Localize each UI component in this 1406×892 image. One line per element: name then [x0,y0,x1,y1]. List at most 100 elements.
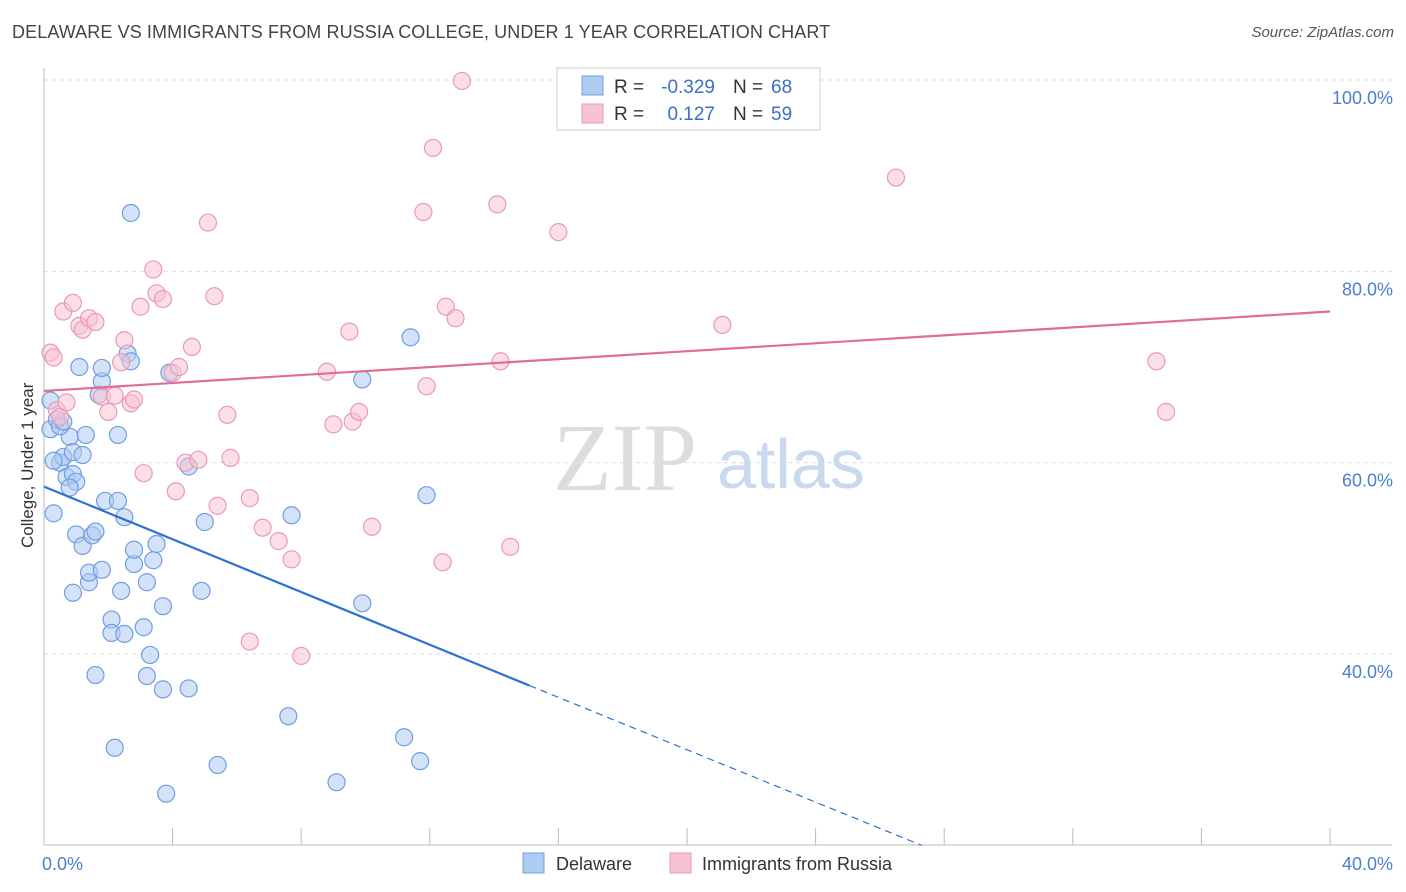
delaware-point [394,728,414,747]
delaware-points [41,203,436,803]
delaware-point [44,451,63,470]
russia-point [208,496,227,515]
bottom-legend: Delaware Immigrants from Russia [522,852,893,874]
delaware-point [353,370,372,389]
russia-point [349,402,369,422]
russia-point [269,532,288,551]
watermark-zip: ZIP [553,404,697,511]
delaware-point [192,581,211,600]
delaware-point [137,666,156,686]
russia-point [63,293,83,313]
delaware-point [121,203,140,223]
legend-r-label-delaware: R = [614,77,644,98]
russia-point [253,518,272,537]
russia-point [44,348,63,367]
y-tick-label: 40.0% [1342,662,1393,682]
bottom-legend-swatch-delaware [522,852,545,874]
tick-labels: 100.0% 80.0% 60.0% 40.0% 0.0% 40.0% [42,88,1393,874]
russia-point [433,553,452,572]
delaware-point [76,425,95,445]
russia-point [713,315,732,335]
delaware-point [153,680,173,699]
delaware-point [134,618,153,637]
russia-points [41,71,1176,666]
russia-point [423,138,443,158]
russia-point [134,464,153,483]
delaware-point [353,594,372,613]
russia-point [182,337,201,357]
delaware-trend-line [43,485,530,687]
delaware-point [105,738,124,757]
x-tick-label: 40.0% [1342,854,1393,874]
delaware-trend-extension [529,685,922,846]
russia-point [414,202,433,222]
legend-r-value-russia: 0.127 [667,104,715,125]
legend-r-label-russia: R = [614,104,644,125]
legend-r-value-delaware: -0.329 [661,77,715,98]
russia-point [218,405,237,424]
russia-point [115,331,134,350]
delaware-point [144,551,163,570]
y-axis-label: College, Under 1 year [18,382,37,548]
russia-point [886,168,906,187]
russia-point [105,386,124,405]
delaware-point [63,583,83,602]
delaware-point [140,645,160,665]
delaware-point [92,358,111,378]
russia-point [549,223,568,242]
watermark: ZIP atlas [553,404,865,511]
delaware-point [179,679,198,698]
delaware-point [112,581,131,600]
russia-point [99,402,118,422]
russia-trend-line [43,310,1331,393]
russia-point [1147,352,1166,371]
x-tick-label: 0.0% [42,854,83,874]
legend-n-value-russia: 59 [771,104,792,125]
russia-point [362,517,382,536]
delaware-point [124,540,144,559]
trend-lines [43,310,1331,846]
russia-point [240,632,259,651]
delaware-point [195,512,214,532]
delaware-point [153,597,173,616]
russia-point [1156,402,1176,422]
russia-point [205,287,224,306]
russia-point [221,448,240,467]
delaware-point [208,755,227,775]
russia-point [240,488,259,508]
russia-point [144,260,163,279]
delaware-point [70,357,89,377]
delaware-point [86,665,105,685]
bottom-legend-russia: Immigrants from Russia [702,854,893,874]
russia-point [446,309,465,328]
watermark-atlas: atlas [717,425,865,503]
delaware-point [86,522,105,541]
russia-point [317,362,337,381]
legend-box: R = -0.329 N = 68 R = 0.127 N = 59 [556,67,821,131]
legend-n-value-delaware: 68 [771,77,792,98]
russia-point [501,537,520,556]
delaware-point [417,486,436,505]
delaware-point [108,491,128,511]
russia-point [169,357,189,377]
russia-point [452,71,472,91]
delaware-point [401,328,420,347]
gridlines [44,79,1392,655]
delaware-point [92,560,111,579]
russia-point [189,450,208,469]
russia-point [153,289,173,309]
axes [43,68,1392,846]
bottom-legend-delaware: Delaware [556,854,632,874]
delaware-point [411,752,430,771]
delaware-point [137,573,156,592]
legend-swatch-russia [581,103,604,124]
russia-point [57,393,76,412]
delaware-point [44,504,63,523]
russia-point [198,213,218,232]
delaware-point [157,784,176,803]
bottom-legend-swatch-russia [669,852,692,874]
legend-n-label-russia: N = [733,104,763,125]
russia-point [417,377,436,396]
delaware-point [279,707,298,726]
russia-point [292,646,311,666]
